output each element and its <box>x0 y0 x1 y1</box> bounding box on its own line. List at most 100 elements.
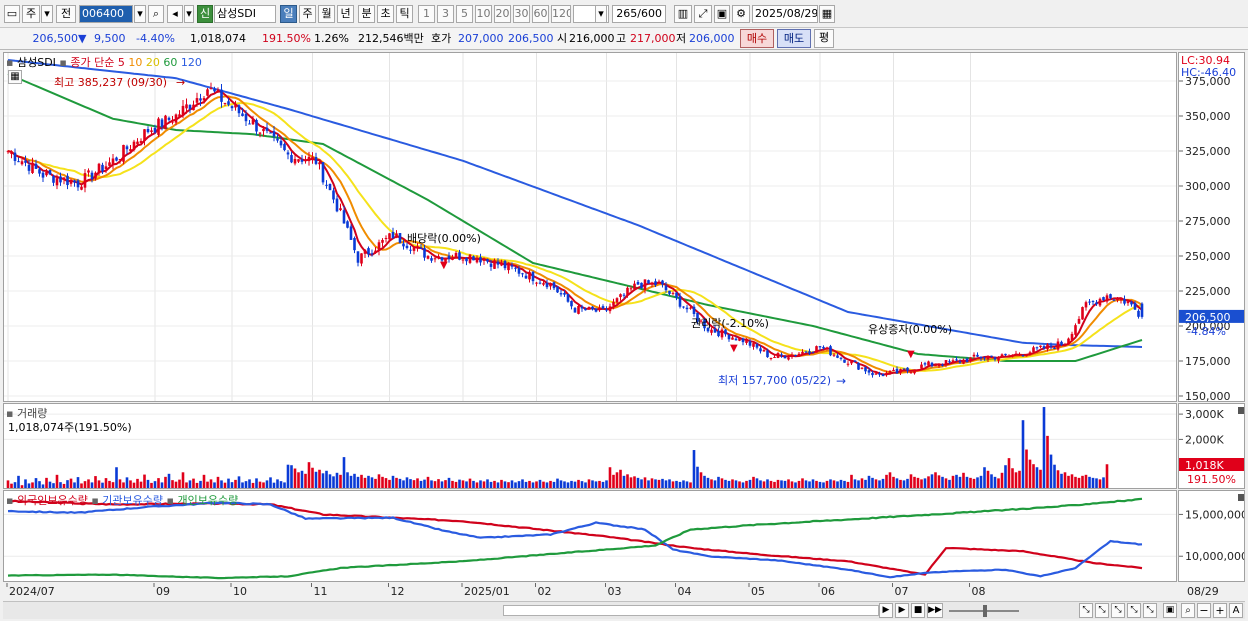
timeframe-day[interactable]: 일 <box>280 5 297 23</box>
fast-forward-icon[interactable]: ▶▶ <box>927 603 943 618</box>
volume-bar <box>248 479 251 488</box>
candle-body <box>696 312 699 322</box>
volume-bar <box>311 467 314 488</box>
tool-icon[interactable]: ⤡ <box>1143 603 1157 618</box>
candle-body <box>465 258 468 262</box>
candle-body <box>766 350 769 358</box>
volume-bar <box>409 479 412 488</box>
volume-bar <box>804 480 808 488</box>
stock-name-field[interactable]: 삼성SDI <box>214 5 276 23</box>
candle-body <box>475 258 479 263</box>
chevron-down-icon[interactable]: ▾ <box>184 5 194 23</box>
interval-1[interactable]: 1 <box>418 5 435 23</box>
font-size-icon[interactable]: A <box>1229 603 1243 618</box>
period-button-week[interactable]: 주 <box>22 5 40 23</box>
zoom-in-icon[interactable]: + <box>1213 603 1227 618</box>
volume-bar <box>1011 468 1014 488</box>
interval-10[interactable]: 10 <box>475 5 492 23</box>
chevron-down-icon[interactable]: ▾ <box>41 5 53 23</box>
evaluation-button[interactable]: 평 <box>814 29 834 48</box>
speaker-icon[interactable]: ◂ <box>167 5 183 23</box>
interval-20[interactable]: 20 <box>494 5 511 23</box>
volume-bar <box>181 472 185 488</box>
date-field[interactable]: 2025/08/29 <box>752 5 818 23</box>
volume-bar <box>892 476 895 488</box>
candle-body <box>654 281 657 286</box>
volume-bar <box>825 480 829 488</box>
stop-icon[interactable]: ■ <box>911 603 925 618</box>
candle-body <box>563 292 566 295</box>
save-icon[interactable]: ▣ <box>1163 603 1177 618</box>
chevron-down-icon[interactable]: ▾ <box>134 5 146 23</box>
date-tick-label: 06 <box>821 585 835 598</box>
holding-panel[interactable] <box>3 490 1177 582</box>
search-icon[interactable]: ⌕ <box>148 5 164 23</box>
timeframe-year[interactable]: 년 <box>337 5 354 23</box>
tool-icon[interactable]: ⤡ <box>1111 603 1125 618</box>
interval-30[interactable]: 30 <box>513 5 530 23</box>
volume-bar <box>923 478 927 488</box>
timeframe-week[interactable]: 주 <box>299 5 316 23</box>
candle-body <box>1081 307 1084 320</box>
holding-tick-label: 10,000,000 <box>1185 550 1245 563</box>
candle-type-icon[interactable]: ▥ <box>674 5 692 23</box>
scroll-right-icon[interactable]: ▶ <box>879 603 893 618</box>
prev-button[interactable]: 전 <box>56 5 76 23</box>
volume-bar <box>934 472 937 488</box>
volume-bar <box>608 467 612 488</box>
volume-bar <box>955 474 958 488</box>
timeframe-second[interactable]: 초 <box>377 5 394 23</box>
interval-60[interactable]: 60 <box>532 5 549 23</box>
timeframe-tick[interactable]: 틱 <box>396 5 413 23</box>
play-icon[interactable]: ▶ <box>895 603 909 618</box>
table-icon[interactable]: ▦ <box>8 70 22 84</box>
main-toolbar: ▭ 주 ▾ 전 006400 ▾ ⌕ ◂ ▾ 신 삼성SDI 일 주 월 년 분… <box>0 0 1248 28</box>
zoom-out-icon[interactable]: − <box>1197 603 1211 618</box>
candle-body <box>493 260 496 269</box>
candle-body <box>853 360 857 362</box>
zoom-slider-handle[interactable] <box>983 605 987 617</box>
zoom-search-icon[interactable]: ⌕ <box>1181 603 1195 618</box>
tool-icon[interactable]: ⤡ <box>1127 603 1141 618</box>
volume-bar <box>20 485 24 488</box>
volume-bar <box>1039 469 1042 488</box>
timeframe-month[interactable]: 월 <box>318 5 335 23</box>
tool-icon[interactable]: ⤡ <box>1079 603 1093 618</box>
price-tick-label: 375,000 <box>1185 75 1231 88</box>
timeframe-minute[interactable]: 분 <box>358 5 375 23</box>
bar-count-field[interactable]: 265/600 <box>612 5 666 23</box>
calendar-icon[interactable]: ▦ <box>819 5 835 23</box>
volume-bar <box>682 480 685 488</box>
candle-body <box>601 306 605 309</box>
close-icon <box>1238 407 1244 414</box>
candle-body <box>279 140 283 146</box>
volume-bar <box>45 477 48 488</box>
candle-body <box>206 89 209 96</box>
tool-icon[interactable]: ⤡ <box>1095 603 1109 618</box>
chart-scrollbar[interactable]: ▶ ▶ ■ ▶▶ ⤡ ⤡ ⤡ ⤡ ⤡ ▣ ⌕ − + A <box>3 601 1245 619</box>
volume-bar <box>745 480 748 488</box>
candle-body <box>213 88 216 92</box>
sell-button[interactable]: 매도 <box>777 29 811 48</box>
stock-code-input[interactable]: 006400 <box>79 5 133 23</box>
candle-body <box>608 306 612 312</box>
buy-button[interactable]: 매수 <box>740 29 774 48</box>
candle-body <box>1011 355 1014 357</box>
candle-body <box>430 258 433 261</box>
volume-bar <box>993 476 997 488</box>
candle-body <box>580 306 584 309</box>
interval-3[interactable]: 3 <box>437 5 454 23</box>
window-menu-icon[interactable]: ▭ <box>4 5 20 23</box>
date-tick-label: 04 <box>678 585 692 598</box>
save-icon[interactable]: ▣ <box>714 5 730 23</box>
gear-icon[interactable]: ⚙ <box>732 5 750 23</box>
interval-120[interactable]: 120 <box>551 5 571 23</box>
price-panel[interactable]: 최고 385,237 (09/30) → 최저 157,700 (05/22) → 배당… <box>3 52 1177 402</box>
draw-tool-icon[interactable]: ⤢ <box>694 5 712 23</box>
date-tick-label: 03 <box>608 585 622 598</box>
candle-body <box>699 320 703 322</box>
interval-5[interactable]: 5 <box>456 5 473 23</box>
scroll-thumb[interactable] <box>503 605 879 616</box>
volume-panel[interactable] <box>3 403 1177 489</box>
chevron-down-icon[interactable]: ▾ <box>595 5 607 23</box>
